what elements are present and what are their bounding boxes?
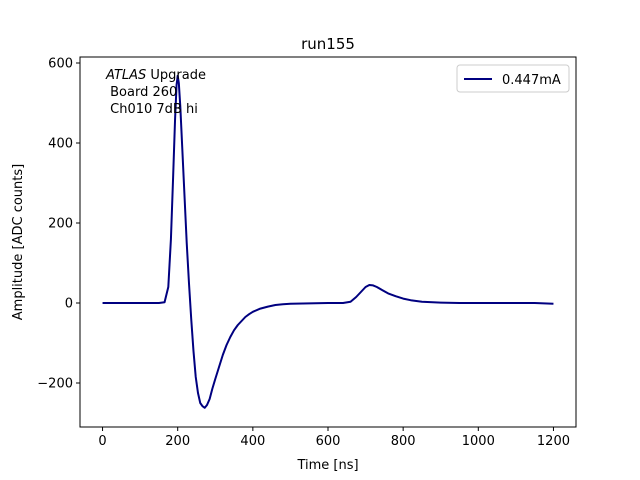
y-tick-label: 400 [48, 137, 73, 152]
x-tick-label: 1000 [462, 434, 495, 449]
y-tick-label: 600 [48, 57, 73, 72]
legend-label: 0.447mA [502, 73, 561, 88]
y-axis: −200 0 200 400 600 [37, 57, 80, 392]
legend-box [456, 64, 570, 93]
plot-area [102, 74, 554, 409]
chart-title: run155 [301, 35, 355, 53]
y-tick-label: 200 [48, 217, 73, 232]
annotation-line-3: Ch010 7dB hi [106, 102, 198, 117]
y-tick-label: −200 [37, 377, 73, 392]
x-axis: 0 200 400 600 800 1000 1200 [98, 427, 570, 449]
y-axis-label: Amplitude [ADC counts] [11, 164, 26, 320]
atlas-annotation: ATLAS Upgrade Board 260 Ch010 7dB hi [105, 68, 206, 117]
y-tick-label: 0 [65, 297, 73, 312]
legend: 0.447mA [456, 64, 570, 93]
x-tick-label: 400 [240, 434, 265, 449]
annotation-line-2: Board 260 [106, 85, 177, 100]
x-axis-label: Time [ns] [296, 458, 358, 473]
x-tick-label: 200 [165, 434, 190, 449]
x-tick-label: 1200 [537, 434, 570, 449]
annotation-line-1: ATLAS Upgrade [105, 68, 206, 83]
annotation-atlas-italic: ATLAS [105, 68, 146, 83]
x-tick-label: 0 [98, 434, 106, 449]
annotation-upgrade: Upgrade [146, 68, 206, 83]
x-tick-label: 600 [316, 434, 341, 449]
series-line [102, 74, 554, 409]
x-tick-label: 800 [391, 434, 416, 449]
